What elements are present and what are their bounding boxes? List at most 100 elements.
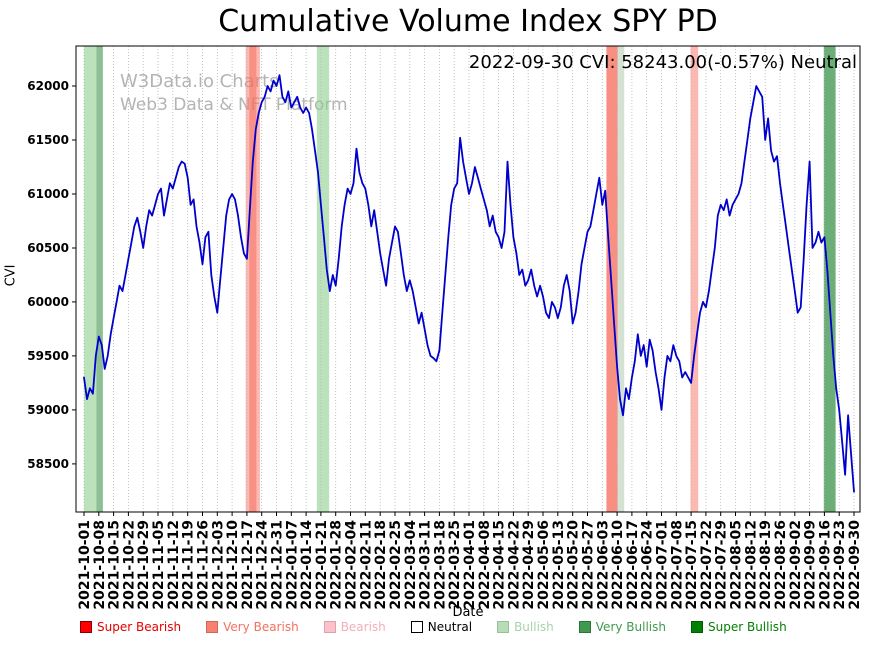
x-tick-label: 2021-11-26 xyxy=(196,520,212,610)
x-tick-label: 2022-06-24 xyxy=(640,520,656,610)
x-tick-label: 2021-10-29 xyxy=(136,520,152,610)
x-tick-label: 2022-09-02 xyxy=(788,520,804,610)
y-tick-label: 60000 xyxy=(27,295,69,309)
watermark-line1: W3Data.io Charts xyxy=(120,71,279,92)
y-tick-label: 60500 xyxy=(27,241,69,255)
x-tick-label: 2021-10-08 xyxy=(92,520,108,610)
x-tick-label: 2022-08-19 xyxy=(758,520,774,610)
legend-swatch-super-bearish xyxy=(80,621,92,633)
x-tick-label: 2021-12-10 xyxy=(225,520,241,610)
x-tick-label: 2022-06-03 xyxy=(595,520,611,610)
legend-swatch-neutral xyxy=(410,621,423,633)
legend-item-very-bullish: Very Bullish xyxy=(578,620,666,634)
x-tick-label: 2022-01-21 xyxy=(314,520,330,610)
x-tick-label: 2022-02-11 xyxy=(358,520,374,610)
x-axis-label: Date xyxy=(452,605,484,620)
legend-item-super-bullish: Super Bullish xyxy=(691,620,787,634)
signal-band-very-bearish xyxy=(690,46,699,512)
x-tick-label: 2022-09-30 xyxy=(847,520,863,610)
x-tick-label: 2022-08-05 xyxy=(729,520,745,610)
x-tick-label: 2022-07-01 xyxy=(655,520,671,610)
x-tick-label: 2022-03-04 xyxy=(403,520,419,610)
x-tick-label: 2022-05-20 xyxy=(566,520,582,610)
legend-swatch-super-bullish xyxy=(691,621,703,633)
y-axis-label: CVI xyxy=(3,264,19,287)
legend-item-neutral: Neutral xyxy=(410,620,473,634)
legend-item-bearish: Bearish xyxy=(323,620,386,634)
signal-band-very-bearish xyxy=(249,46,257,512)
x-tick-label: 2022-03-11 xyxy=(418,520,434,610)
x-tick-label: 2022-05-27 xyxy=(581,520,597,610)
x-tick-label: 2022-01-07 xyxy=(284,520,300,610)
x-tick-label: 2022-06-17 xyxy=(625,520,641,610)
signal-band-bullish xyxy=(617,46,625,512)
legend-swatch-very-bullish xyxy=(578,621,591,633)
x-tick-label: 2022-08-12 xyxy=(743,520,759,610)
x-tick-label: 2021-10-22 xyxy=(121,520,137,610)
x-tick-label: 2022-07-08 xyxy=(669,520,685,610)
legend-swatch-bearish xyxy=(323,621,336,633)
x-tick-label: 2021-11-19 xyxy=(181,520,197,610)
x-tick-label: 2022-03-25 xyxy=(447,520,463,610)
legend-label-bearish: Bearish xyxy=(340,620,386,634)
x-tick-label: 2021-12-24 xyxy=(255,520,271,610)
legend-item-super-bearish: Super Bearish xyxy=(80,620,181,634)
x-tick-label: 2022-06-10 xyxy=(610,520,626,610)
x-tick-label: 2021-10-15 xyxy=(107,520,123,610)
legend-item-bullish: Bullish xyxy=(497,620,554,634)
cvi-annotation: 2022-09-30 CVI: 58243.00(-0.57%) Neutral xyxy=(468,52,857,73)
y-tick-label: 58500 xyxy=(27,457,69,471)
x-tick-label: 2021-12-17 xyxy=(240,520,256,610)
y-tick-label: 61500 xyxy=(27,133,69,147)
x-tick-label: 2022-01-14 xyxy=(299,520,315,610)
plot-frame xyxy=(75,45,861,513)
legend-label-neutral: Neutral xyxy=(427,620,473,634)
x-tick-label: 2022-07-22 xyxy=(699,520,715,610)
signal-band-very-bullish xyxy=(823,46,836,512)
x-tick-label: 2022-07-15 xyxy=(684,520,700,610)
legend-label-very-bearish: Very Bearish xyxy=(223,620,299,634)
signal-band-very-bearish xyxy=(245,46,260,512)
legend: Super Bearish Very Bearish Bearish Neutral B… xyxy=(80,620,787,634)
x-tick-label: 2022-04-22 xyxy=(506,520,522,610)
legend-label-super-bearish: Super Bearish xyxy=(97,620,182,634)
x-tick-label: 2021-11-12 xyxy=(166,520,182,610)
x-tick-label: 2021-10-01 xyxy=(77,520,93,610)
signal-band-bullish xyxy=(316,46,330,512)
cvi-line-series xyxy=(83,74,855,493)
legend-label-bullish: Bullish xyxy=(514,620,554,634)
x-tick-label: 2021-12-31 xyxy=(270,520,286,610)
x-tick-label: 2022-07-29 xyxy=(714,520,730,610)
legend-swatch-very-bearish xyxy=(206,621,219,633)
x-tick-label: 2022-01-28 xyxy=(329,520,345,610)
x-tick-label: 2022-02-04 xyxy=(344,520,360,610)
legend-label-very-bullish: Very Bullish xyxy=(595,620,666,634)
signal-band-very-bullish xyxy=(96,46,103,512)
signal-band-bullish xyxy=(84,46,97,512)
x-tick-label: 2022-04-08 xyxy=(477,520,493,610)
chart-title: Cumulative Volume Index SPY PD xyxy=(218,4,718,39)
y-tick-label: 61000 xyxy=(27,187,69,201)
y-tick-label: 62000 xyxy=(27,79,69,93)
x-tick-label: 2022-09-23 xyxy=(832,520,848,610)
x-tick-label: 2022-08-26 xyxy=(773,520,789,610)
x-tick-label: 2022-09-16 xyxy=(817,520,833,610)
y-tick-label: 59000 xyxy=(27,403,69,417)
x-tick-label: 2022-05-06 xyxy=(536,520,552,610)
legend-label-super-bullish: Super Bullish xyxy=(708,620,787,634)
legend-swatch-bullish xyxy=(497,621,510,633)
y-tick-label: 59500 xyxy=(27,349,69,363)
x-tick-label: 2021-12-03 xyxy=(210,520,226,610)
x-tick-label: 2022-04-01 xyxy=(462,520,478,610)
x-tick-label: 2022-02-25 xyxy=(388,520,404,610)
x-tick-label: 2022-02-18 xyxy=(373,520,389,610)
signal-band-very-bearish xyxy=(606,46,618,512)
x-tick-label: 2022-03-18 xyxy=(432,520,448,610)
x-tick-label: 2022-04-15 xyxy=(492,520,508,610)
x-tick-label: 2022-04-29 xyxy=(521,520,537,610)
x-tick-label: 2021-11-05 xyxy=(151,520,167,610)
legend-item-very-bearish: Very Bearish xyxy=(206,620,299,634)
x-tick-label: 2022-09-09 xyxy=(803,520,819,610)
